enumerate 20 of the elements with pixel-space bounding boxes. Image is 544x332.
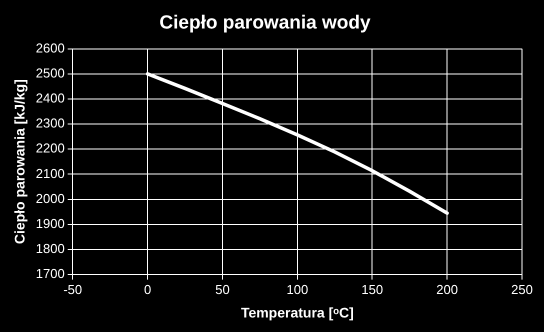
chart-title: Ciepło parowania wody [159,12,371,34]
y-tick-label: 1800 [36,241,65,256]
y-tick-label: 1700 [36,266,65,282]
y-tick-label: 2300 [36,116,65,131]
y-tick-label: 2600 [36,40,65,56]
y-tick-label: 2200 [36,140,65,156]
y-axis-title: Ciepło parowania [kJ/kg] [11,79,28,244]
x-tick-label: 150 [361,282,384,297]
x-tick-label: 250 [511,282,533,297]
x-axis-title: Temperatura [ᵒC] [240,304,354,320]
x-tick-label: 0 [144,282,152,297]
y-tick-label: 2400 [36,90,65,106]
x-tick-label: 50 [215,282,230,297]
x-tick-label: 100 [286,282,308,297]
y-tick-label: 2500 [36,65,65,80]
y-tick-label: 2100 [36,166,65,181]
x-tick-label: -50 [63,282,82,297]
x-tick-label: 200 [436,282,458,297]
y-tick-label: 1900 [36,216,65,231]
y-tick-label: 2000 [36,190,65,206]
